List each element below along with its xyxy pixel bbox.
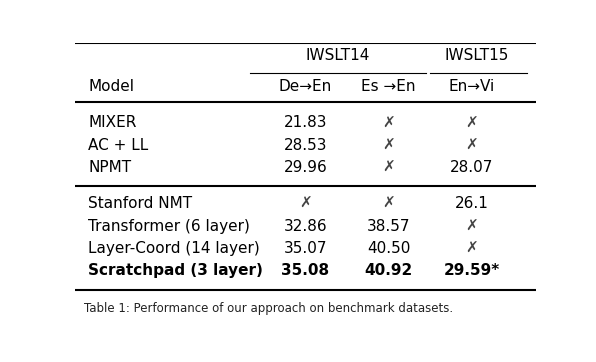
Text: MIXER: MIXER [88,115,136,130]
Text: Stanford NMT: Stanford NMT [88,196,193,211]
Text: ✗: ✗ [382,160,395,175]
Text: 35.08: 35.08 [281,263,330,278]
Text: AC + LL: AC + LL [88,138,148,153]
Text: NPMT: NPMT [88,160,132,175]
Text: 38.57: 38.57 [367,219,410,233]
Text: 28.07: 28.07 [450,160,493,175]
Text: 40.50: 40.50 [367,241,410,256]
Text: En→Vi: En→Vi [449,79,495,94]
Text: 40.92: 40.92 [365,263,412,278]
Text: ✗: ✗ [382,138,395,153]
Text: ✗: ✗ [465,138,478,153]
Text: 28.53: 28.53 [284,138,327,153]
Text: Es →En: Es →En [361,79,416,94]
Text: 26.1: 26.1 [455,196,489,211]
Text: IWSLT14: IWSLT14 [306,49,370,63]
Text: De→En: De→En [279,79,332,94]
Text: ✗: ✗ [465,241,478,256]
Text: 21.83: 21.83 [284,115,327,130]
Text: ✗: ✗ [299,196,312,211]
Text: 29.59*: 29.59* [443,263,500,278]
Text: 32.86: 32.86 [284,219,327,233]
Text: Model: Model [88,79,134,94]
Text: Scratchpad (3 layer): Scratchpad (3 layer) [88,263,263,278]
Text: ✗: ✗ [465,115,478,130]
Text: Table 1: Performance of our approach on benchmark datasets.: Table 1: Performance of our approach on … [83,302,453,315]
Text: ✗: ✗ [382,196,395,211]
Text: 35.07: 35.07 [284,241,327,256]
Text: Transformer (6 layer): Transformer (6 layer) [88,219,250,233]
Text: ✗: ✗ [382,115,395,130]
Text: IWSLT15: IWSLT15 [444,49,508,63]
Text: ✗: ✗ [465,219,478,233]
Text: 29.96: 29.96 [284,160,327,175]
Text: Layer-Coord (14 layer): Layer-Coord (14 layer) [88,241,260,256]
